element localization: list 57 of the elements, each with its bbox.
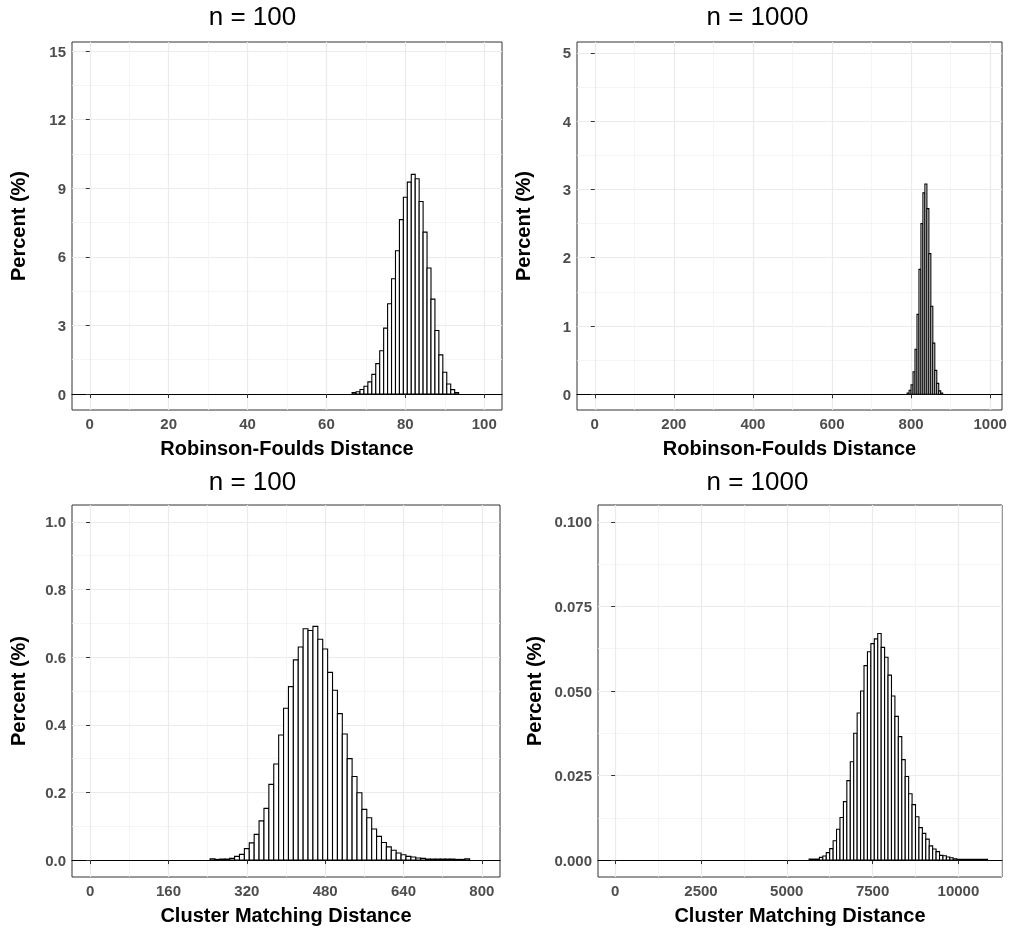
x-tick-label: 200 bbox=[661, 415, 687, 432]
y-tick-label: 3 bbox=[57, 316, 66, 334]
x-tick-label: 800 bbox=[898, 415, 924, 432]
y-tick-label: 0.6 bbox=[45, 648, 66, 666]
y-tick-label: 6 bbox=[57, 248, 66, 266]
y-tick-label: 0.050 bbox=[554, 682, 592, 700]
x-tick-label: 10000 bbox=[937, 882, 980, 899]
chart-title: n = 1000 bbox=[706, 1, 809, 31]
x-tick-label: 1000 bbox=[973, 415, 1007, 432]
x-tick-label: 0 bbox=[85, 415, 94, 432]
y-axis-title: Percent (%) bbox=[522, 635, 545, 747]
x-tick-label: 80 bbox=[397, 415, 414, 432]
y-tick-label: 0.100 bbox=[554, 513, 592, 531]
y-tick-label: 4 bbox=[562, 112, 572, 130]
chart-title: n = 1000 bbox=[706, 466, 809, 496]
x-tick-label: 640 bbox=[391, 882, 417, 899]
x-tick-label: 400 bbox=[740, 415, 766, 432]
y-axis-title: Percent (%) bbox=[512, 170, 534, 282]
y-tick-label: 0.000 bbox=[554, 851, 592, 869]
y-axis-title: Percent (%) bbox=[7, 170, 29, 282]
y-tick-label: 5 bbox=[562, 44, 571, 62]
y-tick-label: 0 bbox=[57, 385, 66, 403]
x-tick-label: 20 bbox=[160, 415, 177, 432]
chart-title: n = 100 bbox=[208, 1, 297, 31]
x-tick-label: 480 bbox=[312, 882, 338, 899]
y-tick-label: 0 bbox=[562, 385, 571, 403]
x-axis-title: Robinson-Foulds Distance bbox=[662, 437, 917, 459]
y-tick-label: 1.0 bbox=[45, 513, 66, 531]
x-tick-label: 7500 bbox=[855, 882, 890, 899]
y-tick-label: 15 bbox=[49, 42, 66, 60]
x-tick-label: 600 bbox=[819, 415, 845, 432]
y-axis-title: Percent (%) bbox=[7, 635, 29, 747]
y-tick-label: 0.4 bbox=[45, 716, 67, 734]
x-tick-label: 60 bbox=[318, 415, 335, 432]
y-tick-label: 1 bbox=[562, 317, 571, 335]
y-tick-label: 0.075 bbox=[554, 597, 592, 615]
y-tick-label: 9 bbox=[57, 179, 66, 197]
x-axis-title: Cluster Matching Distance bbox=[160, 904, 412, 926]
y-tick-label: 2 bbox=[562, 249, 571, 267]
x-tick-label: 100 bbox=[471, 415, 497, 432]
y-tick-label: 0.2 bbox=[45, 783, 66, 801]
y-tick-label: 0.0 bbox=[45, 851, 66, 869]
y-tick-label: 3 bbox=[562, 180, 571, 198]
x-tick-label: 0 bbox=[85, 882, 95, 899]
y-tick-label: 0.025 bbox=[554, 767, 592, 785]
x-tick-label: 2500 bbox=[684, 882, 718, 899]
x-tick-label: 40 bbox=[239, 415, 256, 432]
y-tick-label: 12 bbox=[49, 111, 66, 129]
x-axis-title: Cluster Matching Distance bbox=[674, 904, 926, 926]
x-tick-label: 160 bbox=[155, 882, 181, 899]
x-tick-label: 0 bbox=[610, 882, 620, 899]
y-tick-label: 0.8 bbox=[45, 581, 66, 599]
chart-title: n = 100 bbox=[208, 466, 297, 496]
x-tick-label: 800 bbox=[469, 882, 495, 899]
x-tick-label: 5000 bbox=[770, 882, 804, 899]
x-axis-title: Robinson-Foulds Distance bbox=[160, 437, 414, 459]
x-tick-label: 320 bbox=[234, 882, 260, 899]
